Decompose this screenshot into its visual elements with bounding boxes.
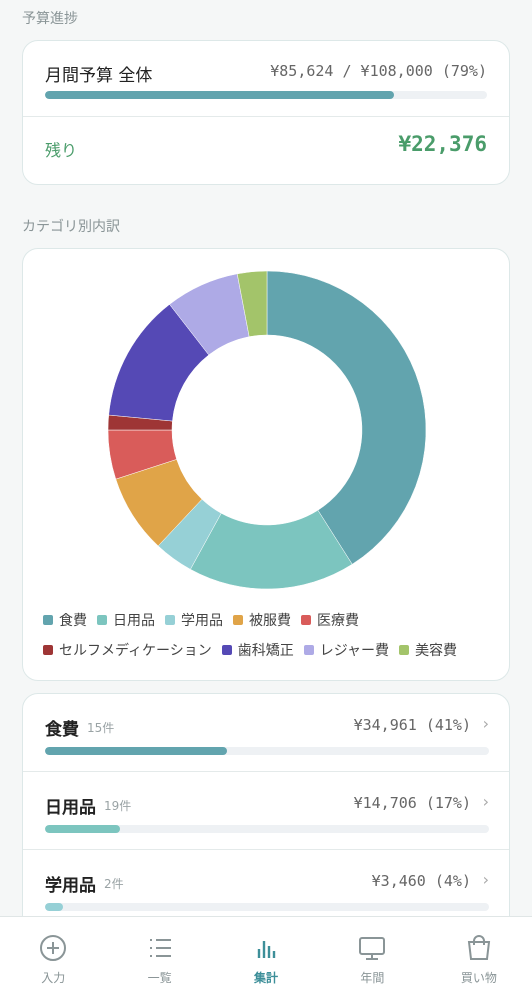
chart-card: 食費 日用品 学用品 被服費 医療費セルフメディケーション 歯科矯正 レジャー費 美容費 — [22, 248, 510, 681]
remaining-label: 残り — [45, 141, 78, 160]
progress-fill — [45, 825, 121, 833]
nav-label: 年間 — [360, 971, 385, 985]
legend-swatch — [43, 615, 53, 625]
legend-swatch — [221, 645, 232, 655]
divider — [23, 116, 509, 117]
category-amount: ¥34,961 (41%) — [353, 716, 471, 734]
section-title: 予算進捗 — [22, 11, 78, 27]
legend-item: レジャー費 — [303, 641, 390, 659]
category-count: 15件 — [87, 721, 115, 735]
progress-track — [45, 903, 489, 911]
donut-chart — [107, 270, 427, 590]
category-name: 食費 — [45, 720, 79, 740]
progress-track — [45, 91, 487, 99]
section-title: カテゴリ別内訳 — [22, 219, 120, 235]
legend-label: 食費 — [59, 613, 87, 629]
legend-swatch — [97, 615, 107, 625]
legend-item: 日用品 — [97, 611, 155, 629]
donut-slice — [236, 270, 268, 337]
nav-label: 一覧 — [147, 971, 172, 985]
icon-add — [40, 935, 67, 961]
nav-label: 入力 — [41, 971, 66, 985]
progress-fill — [45, 91, 395, 99]
nav-item[interactable]: 入力 — [0, 917, 106, 1000]
category-row[interactable]: 日用品 19件 ¥14,706 (17%) › — [23, 772, 509, 850]
legend-label: 歯科矯正 — [237, 643, 294, 659]
legend-swatch — [303, 645, 314, 655]
progress-fill — [45, 747, 228, 755]
category-name: 日用品 — [45, 798, 96, 818]
legend-item: 美容費 — [399, 641, 457, 659]
donut-slice — [266, 270, 427, 565]
bottom-nav: 入力 一覧 集計 年間 買い物 — [0, 916, 532, 1000]
legend-label: 学用品 — [181, 613, 223, 629]
legend-label: 美容費 — [415, 643, 458, 659]
legend-item: 被服費 — [233, 611, 291, 629]
category-list: 食費 15件 ¥34,961 (41%) › 日用品 19件 ¥14,706 (17%) › 学… — [22, 693, 510, 953]
legend-item: 歯科矯正 — [221, 641, 294, 659]
icon-chart — [257, 941, 276, 958]
legend-swatch — [165, 615, 175, 625]
category-amount: ¥14,706 (17%) — [353, 794, 471, 812]
legend-swatch — [301, 615, 311, 625]
nav-label: 集計 — [254, 971, 279, 985]
category-count: 19件 — [104, 799, 132, 813]
legend-swatch — [233, 615, 243, 625]
legend-label: レジャー費 — [319, 643, 390, 659]
progress-track — [45, 825, 489, 833]
category-count: 2件 — [104, 877, 124, 891]
legend-label: 日用品 — [113, 613, 155, 629]
nav-item[interactable]: 一覧 — [106, 917, 212, 1000]
category-amount: ¥3,460 (4%) — [371, 872, 471, 890]
legend-item: 医療費 — [301, 611, 359, 629]
nav-label: 買い物 — [460, 971, 497, 985]
nav-item[interactable]: 買い物 — [426, 917, 532, 1000]
progress-fill — [45, 903, 63, 911]
legend-item: 学用品 — [165, 611, 223, 629]
chevron: › — [482, 714, 489, 733]
icon-list — [149, 939, 171, 957]
legend-item: 食費 — [43, 611, 87, 629]
legend-label: 被服費 — [249, 613, 291, 629]
category-row[interactable]: 食費 15件 ¥34,961 (41%) › — [23, 694, 509, 772]
category-name: 学用品 — [45, 876, 96, 896]
icon-monitor — [359, 937, 386, 960]
budget-label: 月間予算 全体 — [45, 66, 153, 86]
legend-label: セルフメディケーション — [59, 643, 212, 659]
legend-swatch — [43, 645, 53, 655]
budget-card: 月間予算 全体 ¥85,624 / ¥108,000 (79%) 残り ¥22,… — [22, 40, 510, 185]
nav-item[interactable]: 年間 — [319, 917, 425, 1000]
remaining-amount: ¥22,376 — [398, 132, 487, 156]
legend-item: セルフメディケーション — [43, 641, 212, 659]
chevron: › — [482, 792, 489, 811]
budget-amount: ¥85,624 / ¥108,000 (79%) — [270, 62, 487, 80]
legend: 食費 日用品 学用品 被服費 医療費セルフメディケーション 歯科矯正 レジャー費 美容費 — [43, 611, 493, 659]
legend-swatch — [399, 645, 410, 655]
nav-item-active[interactable]: 集計 — [213, 917, 319, 1000]
icon-bag — [467, 935, 490, 960]
legend-label: 医療費 — [317, 613, 359, 629]
progress-track — [45, 747, 489, 755]
chevron: › — [482, 870, 489, 889]
